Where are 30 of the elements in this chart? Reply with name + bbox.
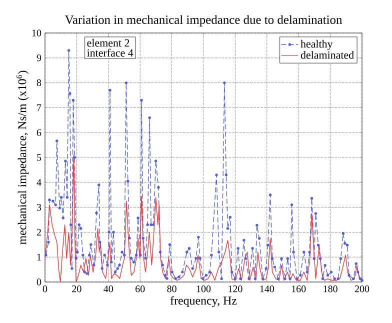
line-series <box>45 154 362 282</box>
x-tick-label: 0 <box>42 286 48 292</box>
x-tick-label: 20 <box>72 286 82 292</box>
y-tick-label: 3 <box>36 204 42 211</box>
y-tick-label: 9 <box>36 54 42 62</box>
legend-label: delaminated <box>300 51 354 59</box>
y-tick-label: 10 <box>32 30 42 36</box>
y-tick-label: 6 <box>36 129 42 136</box>
y-tick-label: 1 <box>37 254 41 260</box>
x-tick-label: 120 <box>228 286 242 292</box>
legend-label: healthy <box>300 40 333 50</box>
annotation: element 2 <box>87 38 130 47</box>
y-tick-label: 7 <box>37 104 42 111</box>
y-tick-label: 0 <box>36 278 42 286</box>
x-tick-label: 160 <box>292 286 306 292</box>
x-tick-label: 180 <box>324 286 338 292</box>
x-tick-label: 140 <box>260 286 274 292</box>
y-tick-label: 4 <box>36 179 42 186</box>
y-axis-title: mechanical impedance, Ns/m (x10$^{6}$) <box>16 70 29 244</box>
y-tick-label: 5 <box>37 154 42 161</box>
x-tick-label: 40 <box>104 286 114 292</box>
chart-title: Variation in mechanical impedance due to delamination <box>64 15 342 26</box>
x-tick-label: 200 <box>354 286 370 292</box>
y-tick-label: 2 <box>36 228 41 236</box>
x-tick-label: 100 <box>196 286 211 292</box>
x-tick-label: 80 <box>167 286 176 292</box>
x-axis-title: frequency, Hz <box>170 296 237 308</box>
annotation: interface 4 <box>87 48 134 57</box>
y-tick-label: 8 <box>36 79 42 86</box>
x-tick-label: 60 <box>136 286 145 292</box>
